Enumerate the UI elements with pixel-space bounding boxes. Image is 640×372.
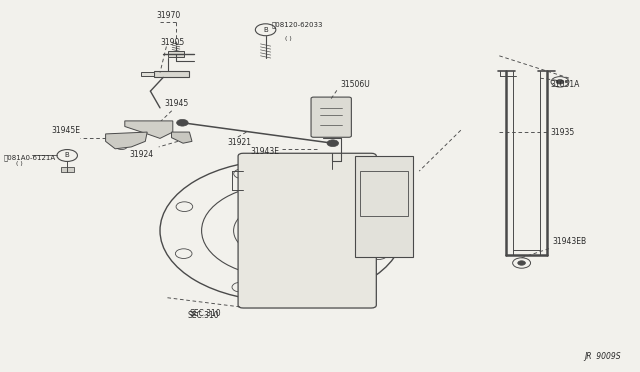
Text: ( ): ( )	[16, 161, 23, 166]
Circle shape	[140, 123, 155, 132]
Text: Ⓑ08120-62033: Ⓑ08120-62033	[272, 21, 323, 28]
Text: 31943EB: 31943EB	[552, 237, 586, 246]
Bar	[355, 156, 413, 257]
Polygon shape	[172, 132, 192, 143]
Bar	[141, 72, 154, 76]
Circle shape	[556, 80, 564, 84]
Bar	[360, 171, 408, 216]
Text: B: B	[65, 153, 70, 158]
Text: Ⓑ081A0-6121A: Ⓑ081A0-6121A	[3, 154, 55, 161]
Text: B: B	[263, 27, 268, 33]
Circle shape	[276, 228, 287, 234]
Text: JR  9009S: JR 9009S	[584, 352, 621, 361]
Text: 31921: 31921	[227, 138, 251, 147]
FancyBboxPatch shape	[238, 153, 376, 308]
Polygon shape	[106, 132, 147, 149]
Circle shape	[120, 145, 124, 147]
Bar	[168, 51, 184, 57]
Text: 31051A: 31051A	[550, 80, 580, 89]
Circle shape	[327, 140, 339, 147]
Text: 31945: 31945	[164, 99, 189, 108]
Circle shape	[177, 119, 188, 126]
Text: 31945E: 31945E	[51, 126, 80, 135]
Text: 31924: 31924	[129, 150, 154, 159]
Text: 31905: 31905	[160, 38, 184, 46]
Bar	[61, 167, 74, 172]
Text: 31935: 31935	[550, 128, 575, 137]
Bar	[154, 71, 189, 77]
FancyBboxPatch shape	[311, 97, 351, 137]
Text: 31970: 31970	[157, 12, 181, 20]
Text: SEC.310: SEC.310	[188, 311, 219, 320]
Text: 31506U: 31506U	[340, 80, 371, 89]
Text: SEC.310: SEC.310	[189, 309, 221, 318]
Text: 31943E: 31943E	[251, 147, 280, 156]
Circle shape	[518, 261, 525, 265]
Text: ( ): ( )	[285, 36, 292, 41]
Polygon shape	[125, 121, 173, 138]
